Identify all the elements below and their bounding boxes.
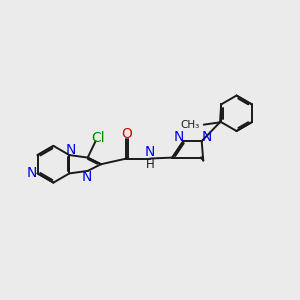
Text: N: N [82,169,92,184]
Text: N: N [65,143,76,157]
Text: N: N [27,167,37,180]
Text: O: O [121,127,132,141]
Text: Cl: Cl [91,131,105,145]
Text: CH₃: CH₃ [181,120,200,130]
Text: N: N [201,130,212,144]
Text: N: N [145,145,155,159]
Text: H: H [146,158,154,171]
Text: N: N [173,130,184,144]
